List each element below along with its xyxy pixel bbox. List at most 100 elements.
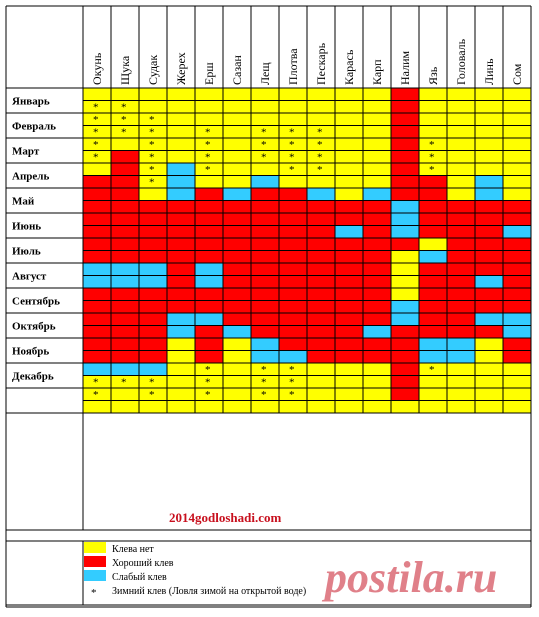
cell — [307, 263, 335, 276]
cell — [83, 288, 111, 301]
cell — [223, 275, 251, 288]
cell — [195, 388, 223, 401]
cell — [307, 300, 335, 313]
cell — [307, 188, 335, 201]
cell — [279, 400, 307, 413]
cell — [111, 138, 139, 151]
cell — [307, 275, 335, 288]
cell — [139, 175, 167, 188]
cell — [251, 213, 279, 226]
cell — [363, 175, 391, 188]
cell — [195, 350, 223, 363]
winter-mark: * — [205, 164, 211, 176]
cell — [279, 213, 307, 226]
cell — [83, 275, 111, 288]
cell — [111, 113, 139, 126]
cell — [111, 400, 139, 413]
cell — [111, 213, 139, 226]
cell — [251, 388, 279, 401]
cell — [251, 400, 279, 413]
cell — [307, 375, 335, 388]
cell — [223, 350, 251, 363]
cell — [279, 325, 307, 338]
cell — [195, 325, 223, 338]
cell — [195, 175, 223, 188]
cell — [111, 275, 139, 288]
winter-mark: * — [205, 152, 211, 164]
cell — [363, 350, 391, 363]
cell — [475, 363, 503, 376]
cell — [335, 138, 363, 151]
cell — [391, 175, 419, 188]
winter-mark: * — [205, 364, 211, 376]
cell — [503, 363, 531, 376]
cell — [503, 400, 531, 413]
cells — [83, 88, 531, 413]
cell — [111, 225, 139, 238]
cell — [195, 275, 223, 288]
cell — [223, 113, 251, 126]
cell — [335, 263, 363, 276]
cell — [419, 263, 447, 276]
cell — [223, 138, 251, 151]
cell — [335, 163, 363, 176]
cell — [307, 88, 335, 101]
cell — [167, 250, 195, 263]
cell — [195, 188, 223, 201]
legend: * Клева нет Хороший клев Слабый клев Зим… — [84, 542, 306, 599]
cell — [279, 300, 307, 313]
cell — [83, 113, 111, 126]
month-label: Декабрь — [12, 371, 54, 383]
winter-mark: * — [121, 114, 127, 126]
cell — [279, 150, 307, 163]
cell — [83, 213, 111, 226]
cell — [167, 325, 195, 338]
cell — [363, 100, 391, 113]
fish-header: Линь — [482, 58, 496, 85]
cell — [111, 163, 139, 176]
cell — [307, 125, 335, 138]
cell — [251, 363, 279, 376]
cell — [391, 325, 419, 338]
cell — [419, 288, 447, 301]
cell — [223, 188, 251, 201]
cell — [363, 138, 391, 151]
fish-header: Пескарь — [314, 42, 328, 85]
cell — [195, 138, 223, 151]
cell — [475, 163, 503, 176]
cell — [111, 150, 139, 163]
cell — [83, 388, 111, 401]
cell — [279, 313, 307, 326]
cell — [223, 250, 251, 263]
cell — [83, 350, 111, 363]
cell — [167, 375, 195, 388]
cell — [83, 263, 111, 276]
cell — [475, 300, 503, 313]
cell — [111, 288, 139, 301]
cell — [363, 150, 391, 163]
fish-header: Головаль — [454, 38, 468, 85]
cell — [139, 338, 167, 351]
cell — [447, 188, 475, 201]
cell — [419, 275, 447, 288]
cell — [475, 150, 503, 163]
cell — [391, 213, 419, 226]
cell — [363, 163, 391, 176]
cell — [363, 225, 391, 238]
cell — [279, 350, 307, 363]
cell — [279, 338, 307, 351]
cell — [391, 375, 419, 388]
cell — [223, 163, 251, 176]
legend-label-weak: Слабый клев — [112, 572, 167, 583]
cell — [139, 125, 167, 138]
winter-mark: * — [317, 139, 323, 151]
cell — [139, 350, 167, 363]
cell — [139, 288, 167, 301]
month-label: Июль — [12, 246, 41, 258]
cell — [111, 188, 139, 201]
cell — [503, 138, 531, 151]
month-label: Январь — [12, 96, 50, 108]
cell — [279, 175, 307, 188]
cell — [195, 338, 223, 351]
fish-header: Ерш — [202, 62, 216, 85]
